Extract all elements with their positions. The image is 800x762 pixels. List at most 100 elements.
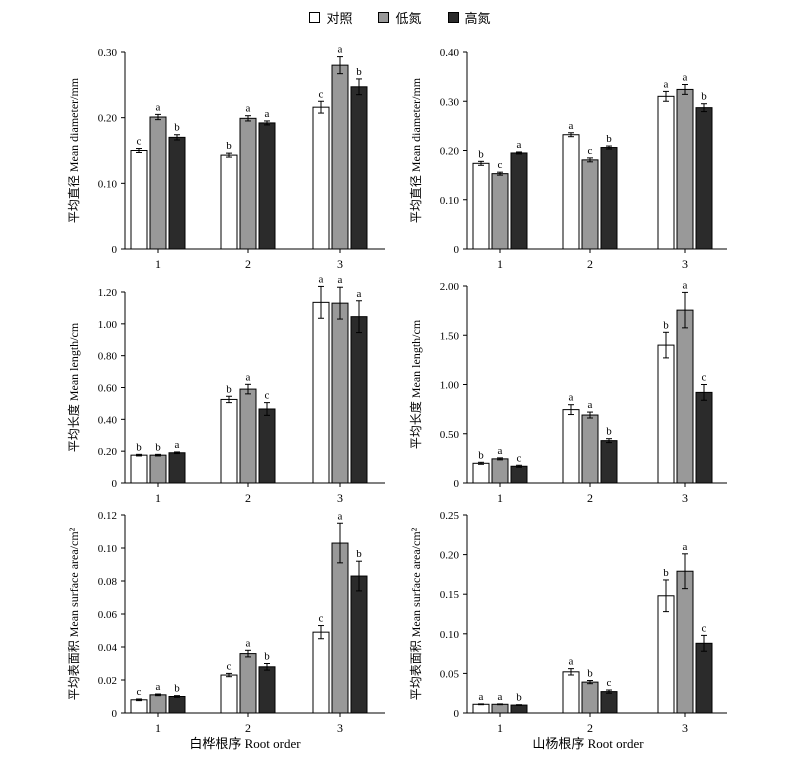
right-top-significance-letter: a [683,72,688,84]
right-bottom-y-tick-label: 0.15 [440,589,460,601]
right-middle-significance-letter: b [663,319,669,331]
left-middle-y-tick-label: 0.60 [98,383,118,395]
right-bottom-bar [657,595,675,714]
right-bottom-x-tick-label: 2 [587,721,593,735]
right-top-significance-letter: c [498,159,503,171]
left-middle-significance-letter: a [246,371,251,383]
left-bottom-y-axis-label: 平均表面积 Mean surface area/cm² [67,527,81,700]
right-middle-bar [472,462,490,484]
right-middle-significance-letter: a [588,399,593,411]
right-bottom-bar [695,642,713,714]
left-middle-significance-letter: a [338,274,343,286]
right-middle-bar [510,465,528,484]
right-top-bar [562,134,580,250]
left-top-bar [220,154,238,250]
left-bottom-x-tick-label: 2 [245,721,251,735]
right-middle-bar [657,344,675,484]
left-top-y-tick-label: 0.30 [98,47,118,59]
left-middle-y-axis-label: 平均长度 Mean length/cm [66,322,81,452]
right-top-significance-letter: a [569,120,574,132]
right-middle-bar [676,309,694,484]
left-top-significance-letter: a [156,101,161,113]
left-bottom-significance-letter: c [319,613,324,625]
right-top-bar [600,147,618,250]
right-middle-significance-letter: a [683,279,688,291]
right-middle-y-tick-label: 0 [454,478,460,490]
right-middle-y-tick-label: 2.00 [440,281,460,293]
left-middle-x-tick-label: 1 [155,491,161,505]
right-bottom-bar [491,703,509,714]
right-bottom-significance-letter: b [663,567,669,579]
left-bottom-significance-letter: c [227,660,232,672]
right-middle-significance-letter: a [569,392,574,404]
left-middle-y-tick-label: 0.40 [98,414,118,426]
left-top-y-tick-label: 0.20 [98,113,118,125]
left-bottom-bar [130,699,148,714]
right-top-significance-letter: a [664,78,669,90]
legend-item-low-n: 低氮 [378,8,422,27]
left-bottom-significance-letter: a [246,637,251,649]
right-bottom-y-tick-label: 0 [454,708,460,720]
left-bottom-y-tick-label: 0.02 [98,675,117,687]
legend-item-high-n: 高氮 [447,8,491,27]
left-middle-significance-letter: b [136,441,142,453]
right-bottom-x-tick-label: 1 [497,721,503,735]
left-bottom-bar [331,542,349,714]
right-top-x-tick-label: 3 [682,257,688,271]
right-bottom-bar [472,703,490,714]
right-middle-significance-letter: c [517,452,522,464]
legend-label-control: 对照 [326,11,353,26]
right-bottom-bar [562,671,580,714]
left-bottom-bar [312,631,330,714]
left-top-x-tick-label: 3 [337,257,343,271]
left-middle-y-tick-label: 1.20 [98,287,118,299]
right-top-y-tick-label: 0.40 [440,47,460,59]
right-bottom-significance-letter: a [569,656,574,668]
right-bottom-significance-letter: c [702,622,707,634]
right-middle-x-tick-label: 2 [587,491,593,505]
right-middle-significance-letter: b [606,426,612,438]
left-middle-bar [239,388,257,484]
left-bottom-y-tick-label: 0 [112,708,118,720]
right-middle-bar [491,458,509,484]
left-middle-x-tick-label: 3 [337,491,343,505]
right-bottom-significance-letter: a [683,541,688,553]
left-top-bar [258,122,276,250]
right-bottom-significance-letter: b [516,692,522,704]
right-top-x-tick-label: 1 [497,257,503,271]
legend: 对照 低氮 高氮 [0,8,800,27]
left-bottom-bar [168,696,186,714]
left-middle-significance-letter: b [226,383,232,395]
left-bottom-significance-letter: a [338,510,343,522]
left-top-y-tick-label: 0.10 [98,178,118,190]
left-top-y-axis-label: 平均直径 Mean diameter/mm [67,77,81,223]
right-middle-bar [581,414,599,484]
right-middle-x-tick-label: 3 [682,491,688,505]
left-top-x-tick-label: 2 [245,257,251,271]
right-middle-y-tick-label: 1.00 [440,380,460,392]
left-middle-bar [258,408,276,484]
left-bottom-bar [220,674,238,714]
left-top-bar [331,64,349,250]
left-middle-bar [331,302,349,484]
left-top-bar [168,136,186,250]
left-middle-x-tick-label: 2 [245,491,251,505]
left-bottom-significance-letter: c [137,686,142,698]
left-top-bar [312,106,330,250]
right-top-bar [695,107,713,250]
left-middle-bar [168,452,186,484]
left-middle-y-tick-label: 0.80 [98,351,118,363]
left-bottom-y-tick-label: 0.10 [98,543,118,555]
right-top-bar [491,173,509,250]
left-top-significance-letter: b [174,122,180,134]
left-bottom-significance-letter: b [356,548,362,560]
right-top-y-tick-label: 0.10 [440,195,460,207]
left-bottom-significance-letter: b [264,651,270,663]
x-axis-label-left: 白桦根序 Root order [189,736,301,751]
left-bottom-x-tick-label: 1 [155,721,161,735]
right-middle-bar [562,409,580,484]
right-bottom-bar [676,570,694,714]
right-bottom-significance-letter: a [498,691,503,703]
right-middle-significance-letter: b [478,449,484,461]
